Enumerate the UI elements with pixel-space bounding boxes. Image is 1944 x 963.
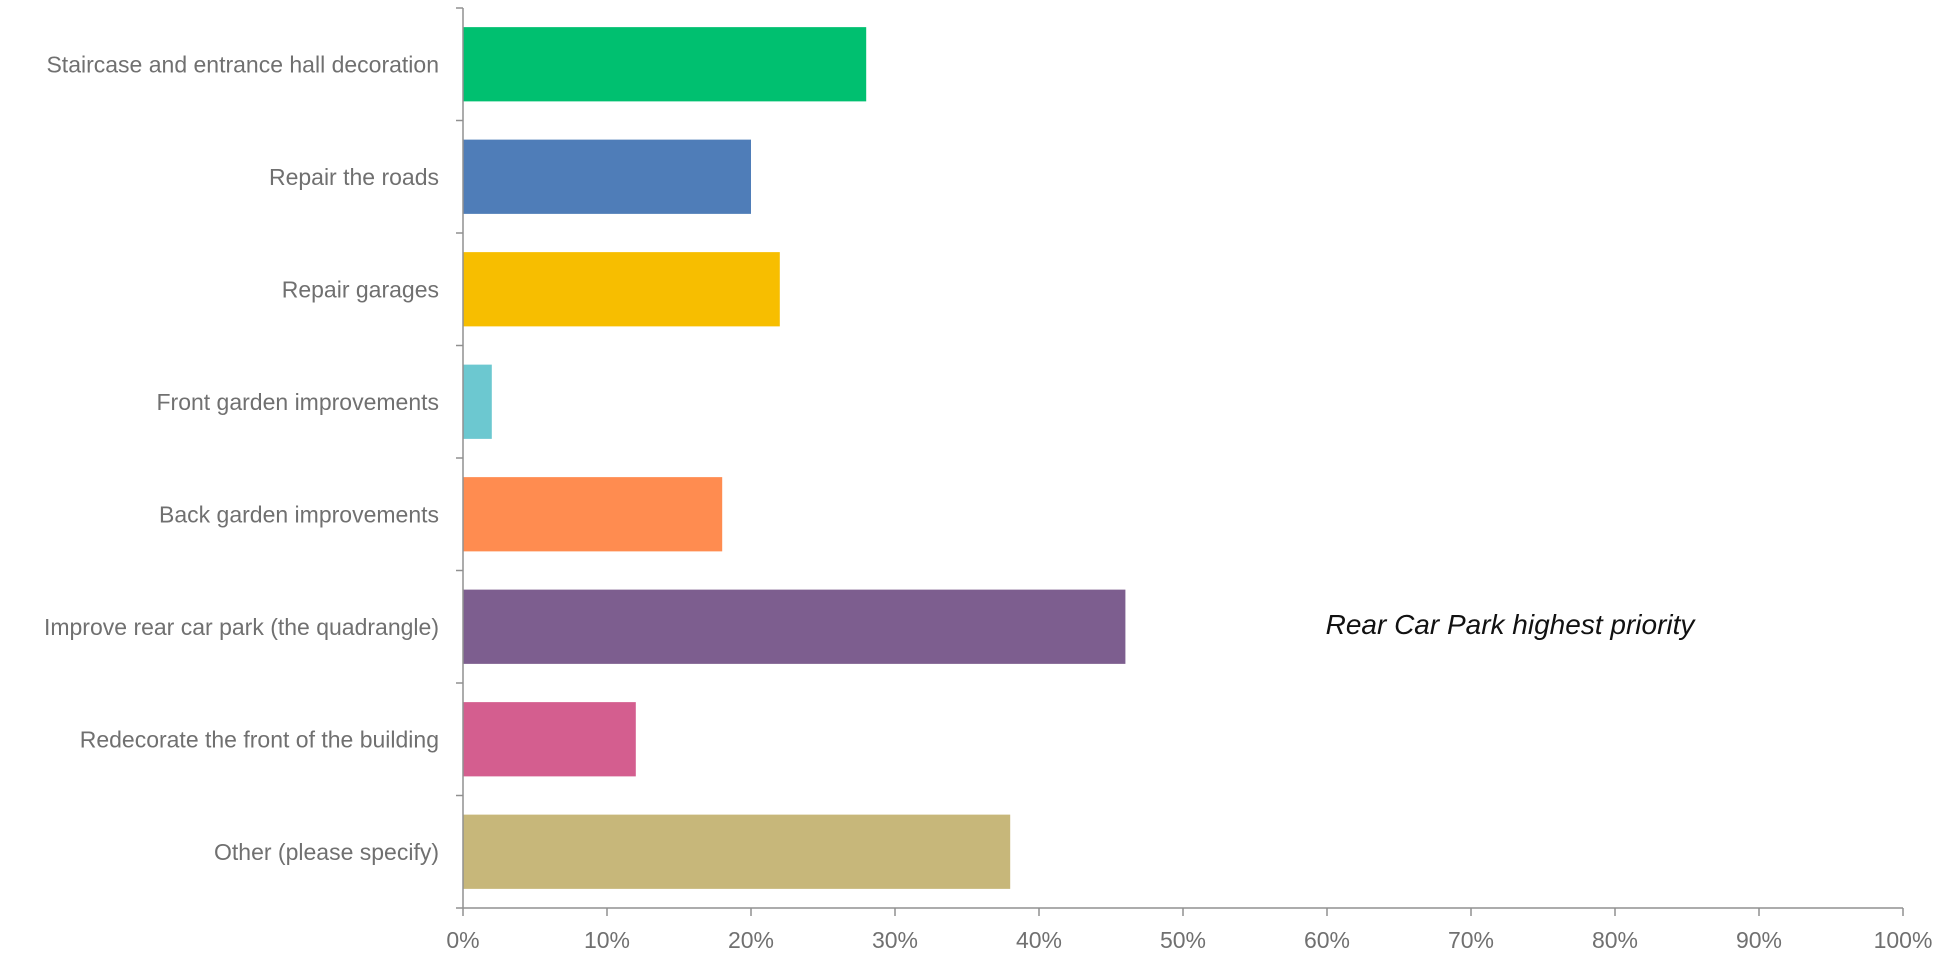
x-tick-label-10: 100%: [1874, 927, 1933, 953]
bar-2: [463, 252, 780, 327]
bar-3: [463, 364, 492, 439]
labels-group: Staircase and entrance hall decoration Re…: [44, 51, 1932, 953]
category-label-4: Back garden improvements: [159, 501, 439, 527]
bar-0: [463, 27, 867, 102]
bar-4: [463, 477, 723, 552]
x-tick-label-7: 70%: [1448, 927, 1494, 953]
x-tick-label-5: 50%: [1160, 927, 1206, 953]
category-label-7: Other (please specify): [214, 839, 439, 865]
category-label-1: Repair the roads: [269, 164, 439, 190]
axes-group: [456, 7, 1904, 916]
bar-1: [463, 139, 751, 214]
x-tick-label-1: 10%: [584, 927, 630, 953]
category-label-2: Repair garages: [282, 276, 439, 302]
bar-5: [463, 589, 1126, 664]
category-label-0: Staircase and entrance hall decoration: [46, 51, 439, 77]
x-tick-label-4: 40%: [1016, 927, 1062, 953]
x-tick-label-3: 30%: [872, 927, 918, 953]
bar-7: [463, 814, 1011, 889]
x-tick-label-0: 0%: [446, 927, 479, 953]
category-label-3: Front garden improvements: [156, 389, 439, 415]
x-tick-label-6: 60%: [1304, 927, 1350, 953]
x-tick-label-2: 20%: [728, 927, 774, 953]
category-label-6: Redecorate the front of the building: [80, 726, 439, 752]
bar-6: [463, 702, 636, 777]
bars-group: [463, 27, 1126, 889]
x-tick-label-9: 90%: [1736, 927, 1782, 953]
category-label-5: Improve rear car park (the quadrangle): [44, 614, 439, 640]
x-tick-label-8: 80%: [1592, 927, 1638, 953]
chart-annotation: Rear Car Park highest priority: [1326, 609, 1697, 640]
